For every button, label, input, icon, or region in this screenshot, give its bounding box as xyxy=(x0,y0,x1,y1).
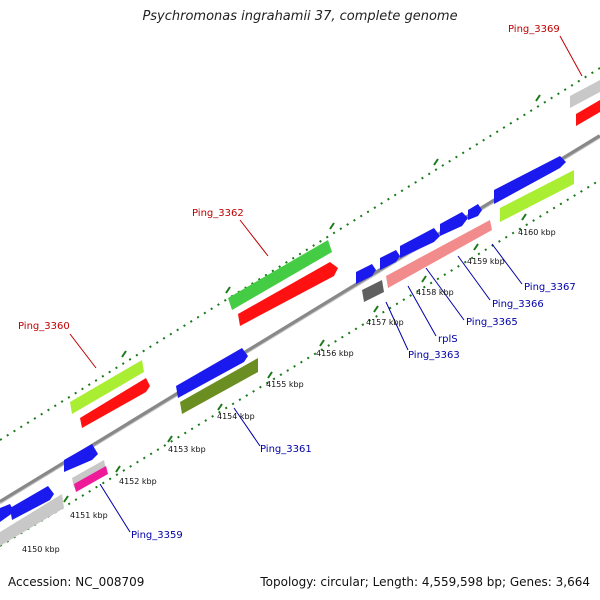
gene-blue-4151[interactable] xyxy=(10,486,54,520)
genome-summary-text: Topology: circular; Length: 4,559,598 bp… xyxy=(260,575,590,589)
gene-blue-4160[interactable] xyxy=(494,156,566,204)
tick-label: 4159 kbp xyxy=(467,257,505,266)
gene-blue-4155[interactable] xyxy=(176,348,248,398)
gene-olive-3361[interactable] xyxy=(180,358,258,414)
genes[interactable] xyxy=(0,80,600,546)
tick-label: 4153 kbp xyxy=(168,445,206,454)
tick-label: 4151 kbp xyxy=(70,511,108,520)
outer-tick-marks xyxy=(121,94,541,358)
gene-red-3360[interactable] xyxy=(80,378,150,428)
label-leaders xyxy=(69,35,583,533)
tick-label: 4160 kbp xyxy=(518,228,556,237)
gene-lime-4160[interactable] xyxy=(500,170,574,222)
map-title: Psychromonas ingrahamii 37, complete gen… xyxy=(142,9,458,24)
gene-label-ping-3359[interactable]: Ping_3359 xyxy=(131,530,183,541)
gene-label-ping-3366[interactable]: Ping_3366 xyxy=(492,299,544,310)
tick-label: 4152 kbp xyxy=(119,477,157,486)
gene-label-rpls[interactable]: rplS xyxy=(438,334,458,345)
gene-label-ping-3362[interactable]: Ping_3362 xyxy=(192,208,244,219)
gene-label-ping-3360[interactable]: Ping_3360 xyxy=(18,321,70,332)
gene-ping-3369-red[interactable] xyxy=(576,100,600,126)
gene-magenta-3359[interactable] xyxy=(74,466,108,492)
gene-label-ping-3367[interactable]: Ping_3367 xyxy=(524,282,576,293)
gene-labels[interactable]: Ping_3369 Ping_3362 Ping_3360 Ping_3367 … xyxy=(18,24,576,541)
tick-label: 4150 kbp xyxy=(22,545,60,554)
dotted-guides xyxy=(0,67,600,547)
gene-darkgray-rpls[interactable] xyxy=(362,280,384,302)
gene-label-ping-3363[interactable]: Ping_3363 xyxy=(408,350,460,361)
gene-label-ping-3365[interactable]: Ping_3365 xyxy=(466,317,518,328)
inner-tick-marks xyxy=(15,213,527,533)
inner-dotted-guide xyxy=(0,179,600,547)
tick-label: 4155 kbp xyxy=(266,380,304,389)
gene-label-ping-3369[interactable]: Ping_3369 xyxy=(508,24,560,35)
gene-blue-rpls[interactable] xyxy=(380,250,400,270)
accession-text: Accession: NC_008709 xyxy=(8,575,145,589)
gene-blue-3363[interactable] xyxy=(356,264,376,284)
tick-labels: 4150 kbp 4151 kbp 4152 kbp 4153 kbp 4154… xyxy=(22,228,556,554)
outer-dotted-guide xyxy=(0,67,600,441)
tick-label: 4157 kbp xyxy=(366,318,404,327)
tick-label: 4154 kbp xyxy=(217,412,255,421)
gene-blue-3365[interactable] xyxy=(400,228,440,258)
gene-blue-3366[interactable] xyxy=(440,212,468,236)
gene-green-3362[interactable] xyxy=(228,240,332,310)
gene-gray-4151[interactable] xyxy=(0,494,64,546)
tick-label: 4156 kbp xyxy=(316,349,354,358)
gene-label-ping-3361[interactable]: Ping_3361 xyxy=(260,444,312,455)
gene-blue-4152[interactable] xyxy=(64,444,98,472)
gene-blue-edge[interactable] xyxy=(0,504,14,522)
tick-label: 4158 kbp xyxy=(416,288,454,297)
gene-red-3362[interactable] xyxy=(238,262,338,326)
gene-lime-3360[interactable] xyxy=(70,360,144,414)
gene-ping-3369-gray[interactable] xyxy=(570,80,600,108)
gene-pink-3365[interactable] xyxy=(386,220,492,288)
gene-blue-3367[interactable] xyxy=(468,204,482,220)
